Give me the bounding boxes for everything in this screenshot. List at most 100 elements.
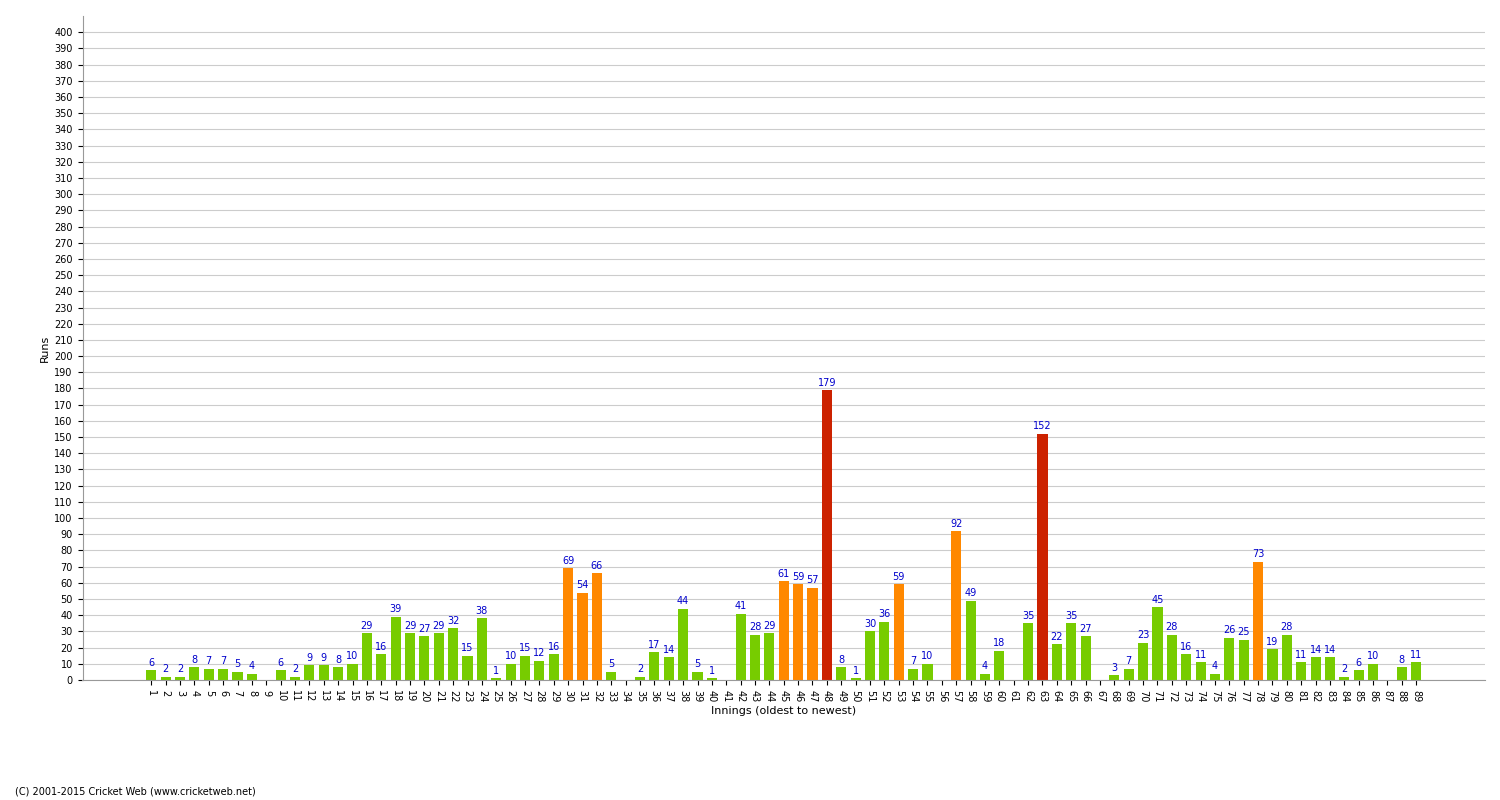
Bar [405, 633, 416, 680]
Bar [1311, 658, 1320, 680]
Bar [448, 628, 458, 680]
Text: 23: 23 [1137, 630, 1149, 640]
Text: 28: 28 [1281, 622, 1293, 632]
Text: 2: 2 [177, 664, 183, 674]
Bar [204, 669, 214, 680]
Text: 6: 6 [148, 658, 154, 668]
Text: 18: 18 [993, 638, 1005, 649]
Text: 8: 8 [839, 654, 844, 665]
Bar [1412, 662, 1420, 680]
Bar [922, 664, 933, 680]
Bar [1152, 607, 1162, 680]
Text: 29: 29 [360, 621, 374, 630]
Text: 26: 26 [1222, 626, 1236, 635]
Text: 54: 54 [576, 580, 588, 590]
Bar [1224, 638, 1234, 680]
Bar [420, 636, 429, 680]
Text: 9: 9 [321, 653, 327, 663]
Text: 15: 15 [462, 643, 474, 654]
Text: 5: 5 [608, 659, 615, 670]
Bar [1138, 642, 1148, 680]
Bar [217, 669, 228, 680]
Bar [606, 672, 616, 680]
Bar [822, 390, 833, 680]
Text: 28: 28 [748, 622, 760, 632]
Bar [390, 617, 400, 680]
Text: 19: 19 [1266, 637, 1278, 646]
Text: 38: 38 [476, 606, 488, 616]
Bar [693, 672, 702, 680]
Bar [951, 531, 962, 680]
Text: 28: 28 [1166, 622, 1178, 632]
Bar [807, 588, 818, 680]
Text: 35: 35 [1065, 611, 1077, 621]
Bar [462, 656, 472, 680]
Bar [879, 622, 890, 680]
Text: 7: 7 [206, 656, 212, 666]
Text: 11: 11 [1194, 650, 1206, 660]
Bar [1052, 644, 1062, 680]
Text: 5: 5 [694, 659, 700, 670]
Bar [794, 585, 802, 680]
Bar [778, 582, 789, 680]
Bar [1110, 675, 1119, 680]
Bar [663, 658, 674, 680]
Text: 17: 17 [648, 640, 660, 650]
Text: 11: 11 [1410, 650, 1422, 660]
Text: 25: 25 [1238, 627, 1250, 637]
Bar [592, 573, 602, 680]
Bar [189, 667, 200, 680]
Text: 30: 30 [864, 619, 876, 629]
Bar [290, 677, 300, 680]
Bar [333, 667, 344, 680]
Text: 3: 3 [1112, 662, 1118, 673]
Text: 45: 45 [1152, 594, 1164, 605]
Bar [1340, 677, 1350, 680]
Bar [908, 669, 918, 680]
Text: 4: 4 [249, 661, 255, 671]
Bar [735, 614, 746, 680]
Bar [750, 634, 760, 680]
Y-axis label: Runs: Runs [40, 334, 50, 362]
Bar [836, 667, 846, 680]
Text: 27: 27 [419, 624, 430, 634]
Bar [1396, 667, 1407, 680]
Bar [248, 674, 256, 680]
Bar [1080, 636, 1090, 680]
Text: 29: 29 [764, 621, 776, 630]
Bar [1180, 654, 1191, 680]
Text: 16: 16 [548, 642, 560, 652]
Text: 44: 44 [676, 596, 690, 606]
Text: 2: 2 [1341, 664, 1347, 674]
Bar [276, 670, 285, 680]
Bar [232, 672, 243, 680]
Text: 41: 41 [735, 601, 747, 611]
Text: 2: 2 [162, 664, 170, 674]
Text: 29: 29 [432, 621, 445, 630]
Text: 14: 14 [1324, 645, 1336, 655]
Bar [1252, 562, 1263, 680]
Text: 6: 6 [278, 658, 284, 668]
Bar [1239, 639, 1250, 680]
Text: 36: 36 [878, 610, 891, 619]
Bar [1124, 669, 1134, 680]
Text: 10: 10 [1366, 651, 1378, 662]
Bar [634, 677, 645, 680]
Text: 8: 8 [192, 654, 198, 665]
Text: 8: 8 [1400, 654, 1406, 665]
Text: 9: 9 [306, 653, 312, 663]
Bar [549, 654, 560, 680]
Text: 61: 61 [777, 569, 790, 578]
Text: 14: 14 [663, 645, 675, 655]
Bar [1066, 623, 1077, 680]
Text: 57: 57 [806, 575, 819, 586]
Bar [1196, 662, 1206, 680]
Bar [765, 633, 774, 680]
Text: 16: 16 [375, 642, 387, 652]
Bar [1210, 674, 1219, 680]
Bar [850, 678, 861, 680]
Bar [362, 633, 372, 680]
Text: 8: 8 [334, 654, 340, 665]
Text: 39: 39 [390, 605, 402, 614]
X-axis label: Innings (oldest to newest): Innings (oldest to newest) [711, 706, 856, 716]
